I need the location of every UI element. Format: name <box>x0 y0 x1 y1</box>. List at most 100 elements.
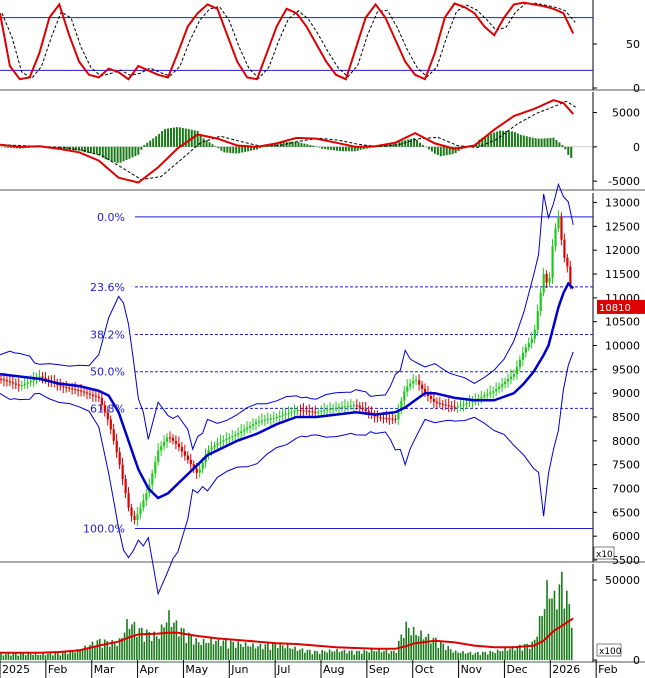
volume-bar <box>444 650 447 660</box>
price-multiplier-label: x10 <box>596 550 613 560</box>
volume-bar <box>425 636 427 660</box>
volume-bar <box>462 651 464 660</box>
volume-bar <box>499 651 501 660</box>
volume-bar <box>358 650 361 660</box>
price-candle-body <box>337 407 341 409</box>
price-candle-body <box>438 403 442 405</box>
price-candle-body <box>352 405 356 407</box>
price-candle-body <box>17 384 20 386</box>
month-label: Nov <box>461 663 483 676</box>
price-candle-body <box>88 393 92 395</box>
volume-bar <box>81 649 84 660</box>
volume-bar <box>407 627 410 660</box>
volume-bar <box>467 652 469 660</box>
volume-bar <box>504 647 506 660</box>
price-tick-label: 7500 <box>612 459 640 472</box>
price-candle-body <box>275 417 278 419</box>
volume-bar <box>190 635 193 660</box>
price-candle-body <box>409 383 412 387</box>
price-tick-label: 12000 <box>605 244 640 257</box>
volume-bar <box>496 649 499 660</box>
price-candle-body <box>343 406 347 408</box>
volume-bar <box>447 646 450 660</box>
month-label: 2025 <box>2 663 30 676</box>
price-candle-body <box>376 416 379 418</box>
fibonacci-label: 23.6% <box>90 281 125 294</box>
price-candle-body <box>133 516 136 520</box>
volume-bar <box>393 650 395 660</box>
volume-bar <box>373 651 375 660</box>
price-tick-label: 7000 <box>612 483 640 496</box>
price-candle-body <box>29 380 32 383</box>
price-tick-label: 8000 <box>612 435 640 448</box>
price-candle-body <box>355 405 358 407</box>
price-candle-body <box>403 391 406 401</box>
macd-line <box>0 99 574 184</box>
price-candle-body <box>394 419 397 421</box>
last-price-label: 10810 <box>599 303 631 314</box>
price-candle-body <box>94 395 98 397</box>
volume-bar <box>326 652 328 660</box>
volume-bar <box>435 637 437 660</box>
volume-bar <box>486 654 489 660</box>
price-candle-body <box>501 384 504 387</box>
volume-bar <box>163 627 165 660</box>
price-candle-body <box>198 469 201 473</box>
price-candle-body <box>71 388 74 390</box>
volume-bar <box>183 628 185 660</box>
price-candle-body <box>237 433 240 435</box>
volume-bar <box>249 646 252 660</box>
price-candle-body <box>254 422 258 425</box>
volume-bar <box>531 641 534 660</box>
volume-bar <box>192 644 195 660</box>
volume-bar <box>368 652 370 660</box>
price-candle-body <box>168 437 172 439</box>
price-candle-body <box>65 386 68 388</box>
price-candle-body <box>142 500 145 508</box>
price-candle-body <box>450 406 453 408</box>
volume-bar <box>365 650 368 660</box>
volume-bar <box>331 651 333 660</box>
volume-bar <box>519 644 521 660</box>
price-candle-body <box>103 405 106 413</box>
volume-bar <box>229 640 232 660</box>
price-candle-body <box>554 228 557 247</box>
price-candle-body <box>59 385 62 387</box>
volume-bar <box>254 648 257 660</box>
volume-bar <box>165 622 168 660</box>
price-candle-body <box>512 374 516 377</box>
volume-bar <box>42 653 44 660</box>
price-candle-body <box>447 405 450 407</box>
price-candle-body <box>335 407 338 409</box>
price-candle-body <box>388 418 391 420</box>
volume-bar <box>259 643 262 660</box>
volume-bar <box>148 632 151 660</box>
volume-bar <box>511 646 514 660</box>
volume-bar <box>566 590 568 660</box>
price-candle-body <box>38 376 41 378</box>
price-tick-label: 6000 <box>612 530 640 543</box>
volume-bar <box>84 645 86 660</box>
volume-bar <box>378 649 380 660</box>
volume-bar <box>155 636 158 660</box>
price-candle-body <box>302 410 305 412</box>
volume-bar <box>217 638 220 660</box>
volume-bar <box>489 650 492 660</box>
price-tick-label: 6500 <box>612 506 640 519</box>
volume-bar <box>232 641 235 660</box>
volume-bar <box>108 646 111 660</box>
price-candle-body <box>340 406 344 408</box>
price-candle-body <box>456 406 459 408</box>
volume-bar <box>71 651 74 660</box>
volume-bar <box>469 651 472 660</box>
volume-bar <box>311 654 314 660</box>
price-candle-body <box>97 396 101 398</box>
volume-bar <box>410 635 412 660</box>
volume-bar <box>477 652 479 660</box>
price-candle-body <box>127 493 130 508</box>
volume-bar <box>187 632 190 660</box>
volume-bar <box>514 650 516 660</box>
volume-bar <box>57 652 59 660</box>
price-candle-body <box>397 410 400 420</box>
price-candle-body <box>14 383 18 385</box>
